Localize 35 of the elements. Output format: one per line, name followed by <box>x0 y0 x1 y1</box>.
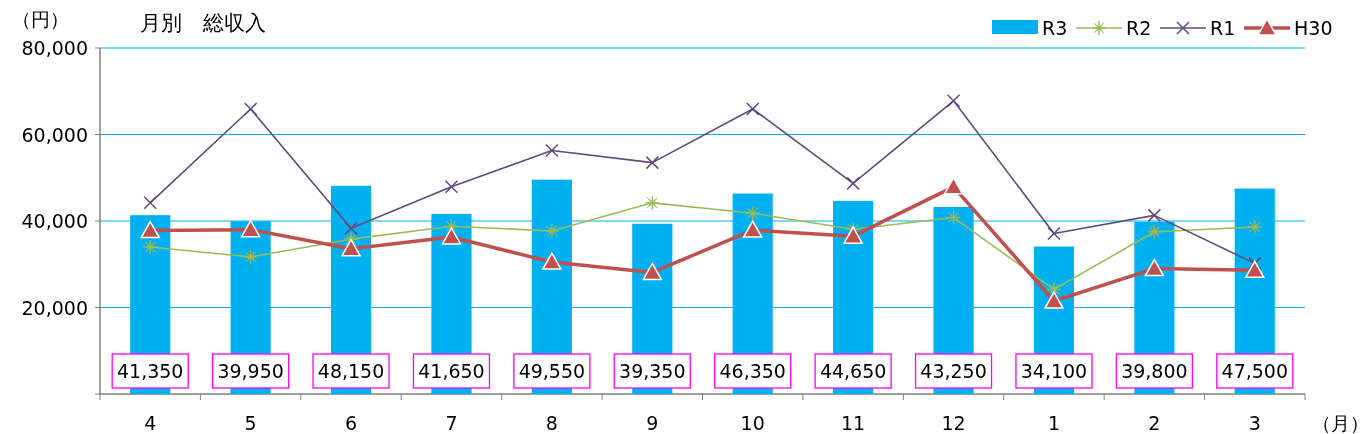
x-tick-label: 6 <box>344 412 358 434</box>
x-tick-label: 3 <box>1248 412 1261 434</box>
data-label: 46,350 <box>719 360 786 382</box>
legend-label: R2 <box>1126 17 1152 39</box>
x-tick-label: 2 <box>1148 412 1161 434</box>
x-tick-label: 12 <box>941 412 966 434</box>
data-label: 41,650 <box>418 360 485 382</box>
legend-label: H30 <box>1294 17 1333 39</box>
x-tick-label: 8 <box>545 412 558 434</box>
data-label: 41,350 <box>116 360 184 382</box>
x-tick-label: 4 <box>144 412 157 434</box>
y-tick-label: 20,000 <box>21 296 88 319</box>
x-tick-label: 9 <box>646 412 659 434</box>
x-tick-label: 11 <box>841 412 866 434</box>
data-label: 44,650 <box>819 360 887 382</box>
x-tick-label: 1 <box>1047 412 1061 434</box>
y-tick-label: 40,000 <box>21 210 88 232</box>
legend-label: R3 <box>1042 17 1068 39</box>
y-tick-label: 80,000 <box>21 37 88 59</box>
legend-label: R1 <box>1210 17 1236 39</box>
y-axis-title: （円） <box>12 8 69 30</box>
x-tick-label: 7 <box>445 412 458 434</box>
y-tick-label: 60,000 <box>21 123 88 146</box>
data-label: 43,250 <box>920 360 987 382</box>
chart-title: 月別 総収入 <box>140 11 266 35</box>
data-label: 34,100 <box>1020 360 1088 382</box>
x-axis-title: （月） <box>1312 412 1366 434</box>
x-tick-label: 5 <box>244 412 257 434</box>
data-label: 39,800 <box>1121 360 1188 382</box>
data-label: 39,350 <box>619 360 686 382</box>
x-tick-label: 10 <box>740 412 765 434</box>
data-label: 47,500 <box>1221 360 1289 382</box>
data-label: 48,150 <box>317 360 385 382</box>
data-label: 39,950 <box>217 360 284 382</box>
data-label: 49,550 <box>518 360 586 382</box>
